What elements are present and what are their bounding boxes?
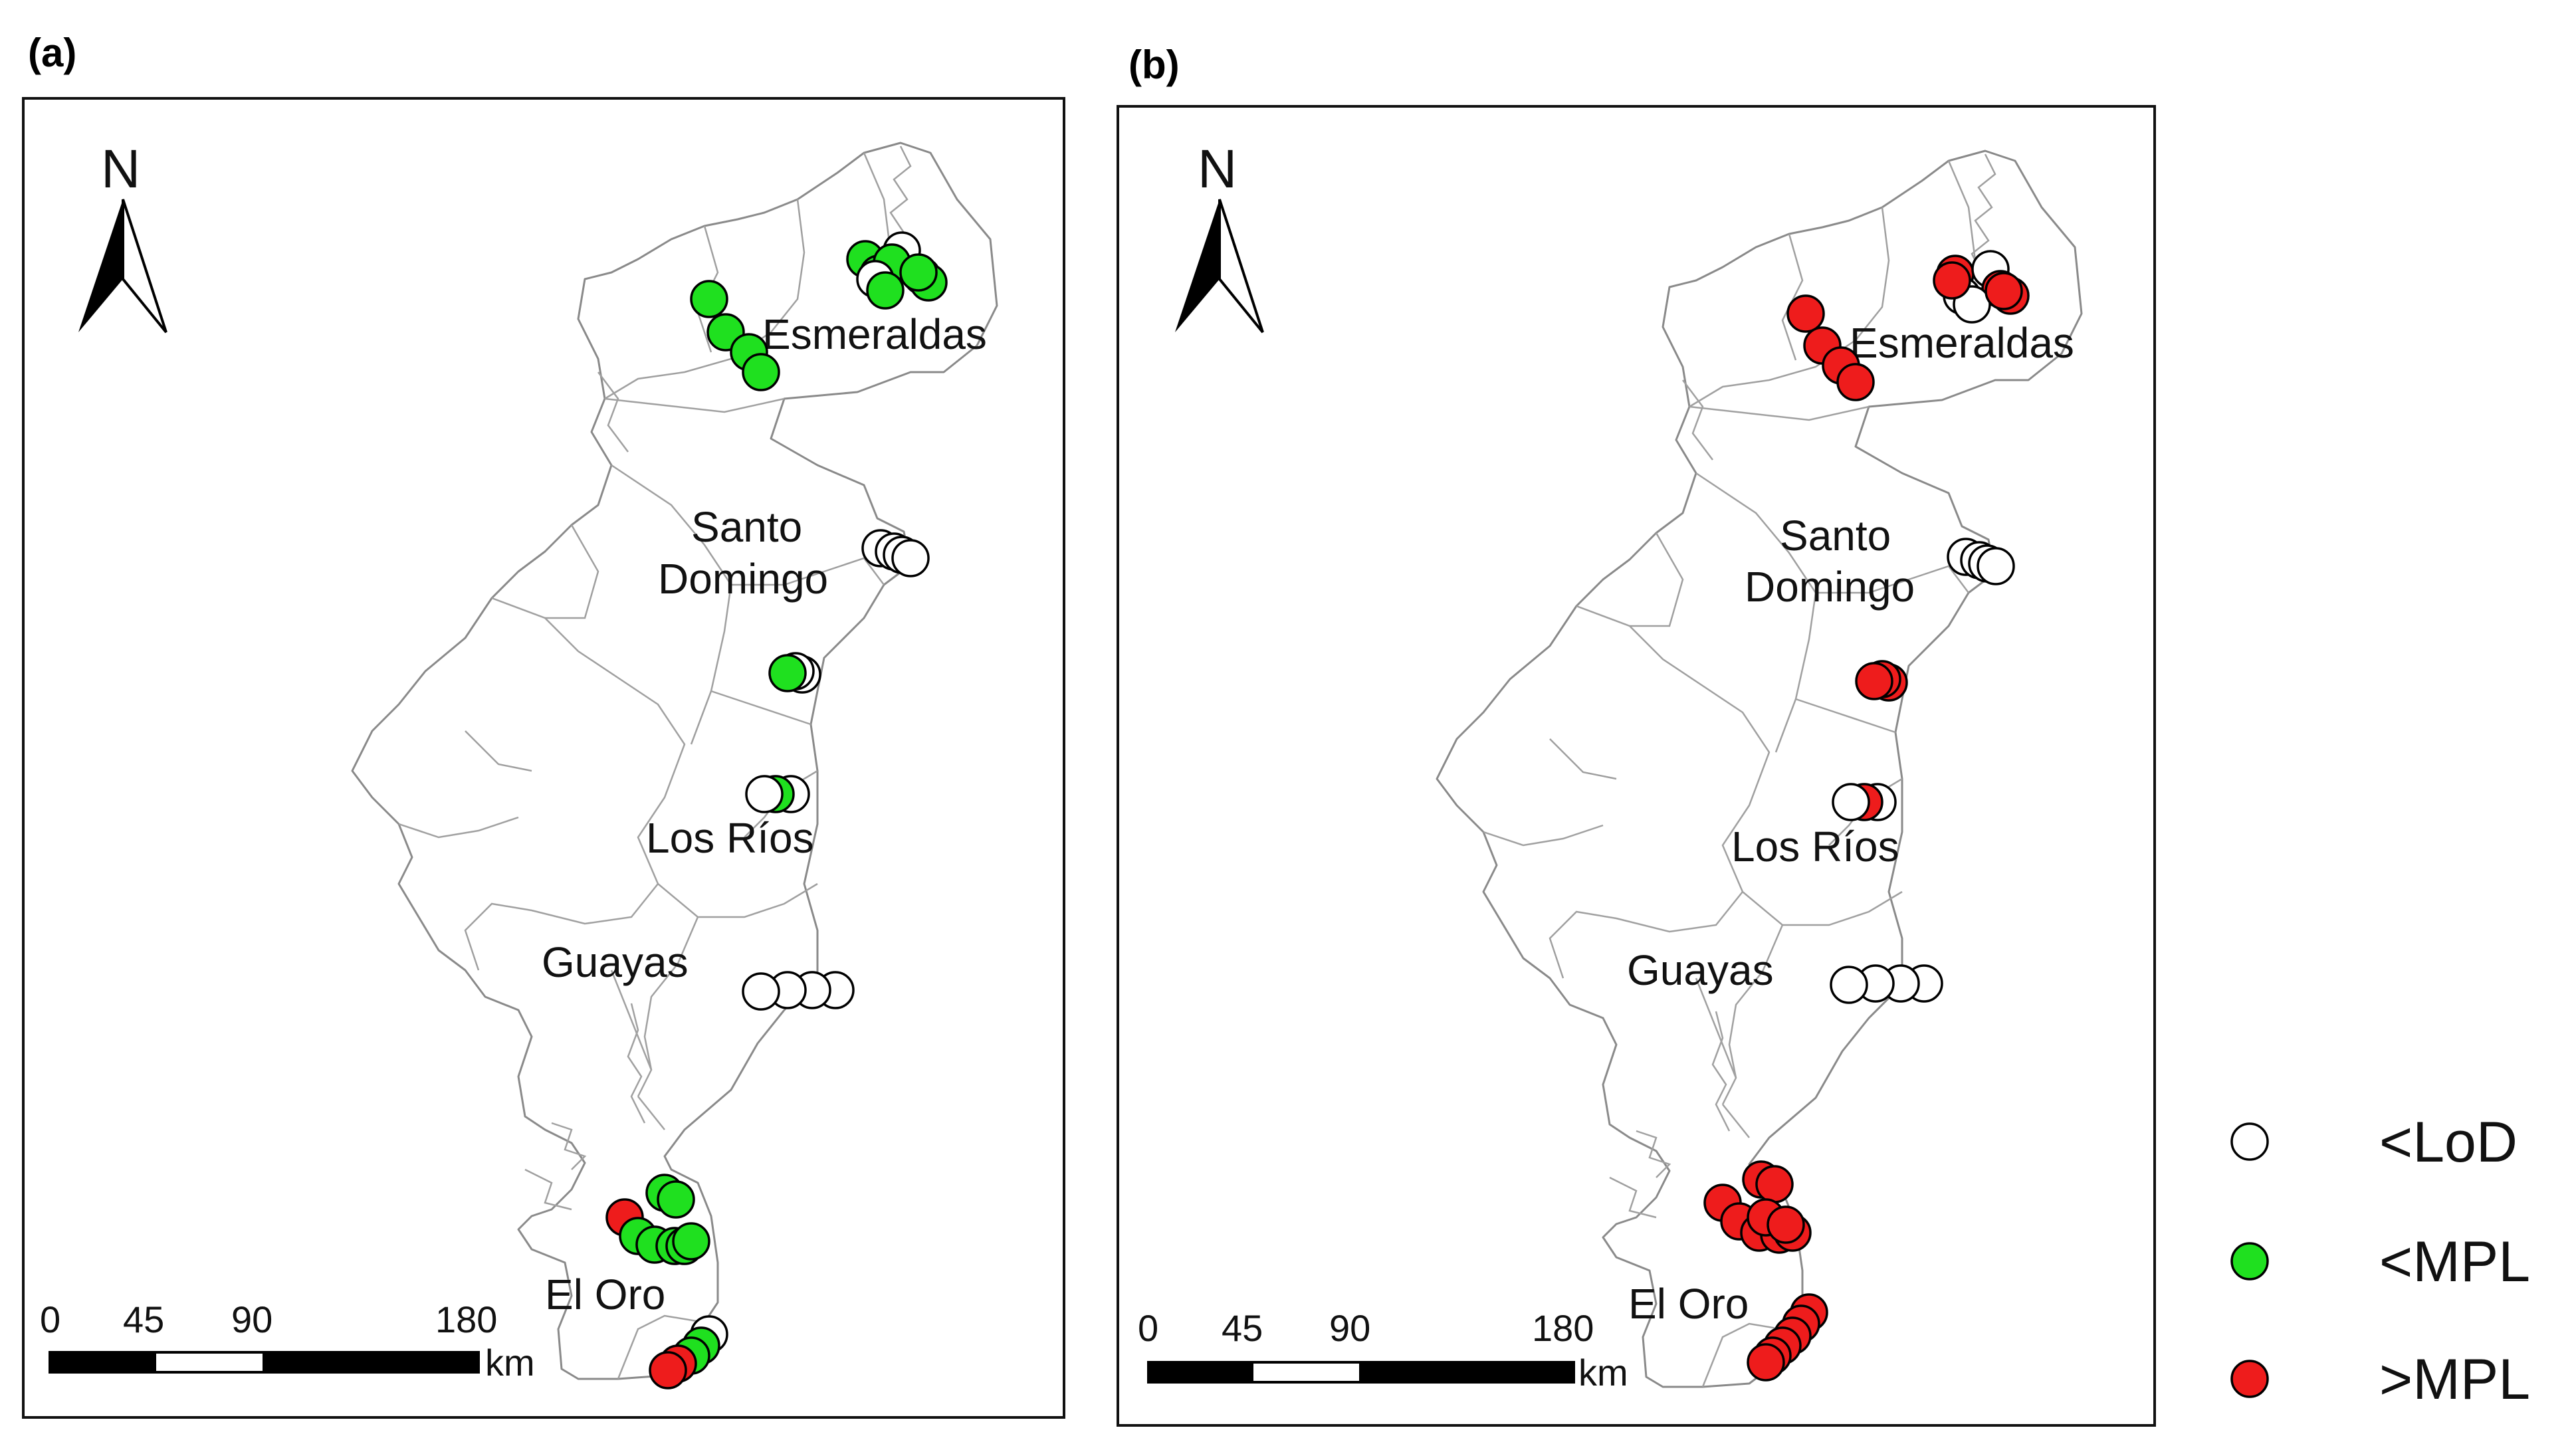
site-group-santo-domingo (861, 529, 930, 577)
place-label-esmeraldas: Esmeraldas (1850, 319, 2074, 367)
panel-a-frame (22, 97, 1065, 1419)
scale-tick-label: 0 (1138, 1307, 1158, 1349)
place-label-esmeraldas: Esmeraldas (762, 310, 987, 358)
sample-marker (690, 280, 728, 318)
panel-b-north-label: N (1198, 139, 1237, 199)
legend-swatch-lod (2230, 1122, 2269, 1161)
sample-marker (1855, 662, 1893, 700)
legend-label-below-mpl: <MPL (2379, 1230, 2530, 1294)
panel-b-north-arrow-right-half (1218, 199, 1264, 334)
sample-marker (1830, 966, 1868, 1004)
site-group-santo-domingo (1947, 538, 2015, 585)
sample-marker (1755, 1165, 1794, 1203)
panel-a-north-arrow-left-half (78, 199, 123, 332)
scale-tick-label: 180 (435, 1298, 497, 1340)
site-group-el-oro-south (1747, 1293, 1828, 1382)
legend-swatch-above-mpl (2230, 1360, 2269, 1398)
scale-tick-label: 180 (1532, 1307, 1594, 1349)
site-group-guayas (1830, 964, 1943, 1004)
panel-a-north-arrow: N (78, 139, 167, 334)
sample-marker (742, 972, 780, 1011)
sample-marker (1786, 294, 1825, 333)
sample-marker (899, 253, 938, 292)
place-label-guayas: Guayas (542, 938, 689, 986)
place-label-santo: Santo (691, 503, 802, 551)
site-group-esmeraldas-west (690, 280, 780, 391)
panel-b-north-arrow-left-half (1175, 199, 1220, 332)
sample-marker (1747, 1343, 1785, 1382)
scale-bar-segment-dark (263, 1352, 479, 1372)
legend: <LoD <MPL >MPL (2230, 1110, 2530, 1411)
sample-marker (866, 271, 905, 310)
sample-marker (649, 1351, 687, 1390)
site-group-esmeraldas-west (1786, 294, 1875, 401)
place-label-los-rios: Los Ríos (646, 814, 814, 862)
site-group-santo-domingo-south (768, 652, 821, 694)
scale-tick-label: 0 (40, 1298, 60, 1340)
sample-marker (672, 1222, 710, 1261)
place-label-domingo: Domingo (658, 555, 828, 603)
place-label-santo: Santo (1780, 512, 1891, 560)
scale-tick-label: 45 (1222, 1307, 1263, 1349)
sample-marker (1933, 261, 1971, 300)
panel-a: (a) (22, 31, 1065, 1419)
site-group-esmeraldas (846, 231, 948, 310)
sample-marker (1832, 783, 1870, 821)
sample-marker (891, 539, 930, 577)
sample-marker (742, 353, 780, 391)
scale-bar-segment-dark (50, 1352, 156, 1372)
sample-marker (1836, 363, 1875, 401)
place-label-el-oro: El Oro (1628, 1280, 1749, 1328)
legend-label-lod: <LoD (2379, 1110, 2518, 1174)
site-group-los-rios (1832, 783, 1897, 821)
place-label-el-oro: El Oro (545, 1271, 665, 1318)
panel-b-frame (1117, 105, 2156, 1427)
panel-b-north-arrow: N (1175, 139, 1264, 334)
site-group-esmeraldas (1933, 250, 2030, 324)
panel-a-north-arrow-right-half (122, 199, 167, 334)
sample-marker (657, 1180, 695, 1219)
sample-marker (1977, 547, 2015, 585)
site-group-guayas (742, 971, 855, 1011)
panel-b: (b) N (1117, 43, 2156, 1427)
site-group-el-oro-north (605, 1174, 710, 1265)
panel-a-north-label: N (101, 139, 140, 199)
legend-swatch-below-mpl (2230, 1242, 2269, 1281)
sample-marker (1767, 1205, 1805, 1244)
site-group-los-rios (745, 775, 810, 813)
scale-unit: km (1578, 1352, 1628, 1393)
site-group-el-oro-north (1703, 1160, 1812, 1254)
panel-a-scale-bar: 0 45 90 180 km (40, 1298, 535, 1384)
panel-a-label: (a) (28, 31, 76, 75)
site-group-santo-domingo-south (1855, 660, 1908, 702)
scale-bar-segment-dark (1359, 1362, 1574, 1382)
site-group-el-oro-south (649, 1315, 728, 1390)
scale-tick-label: 90 (231, 1298, 272, 1340)
scale-bar-segment-dark (1148, 1362, 1253, 1382)
panel-b-sampling-markers (1703, 250, 2030, 1382)
sample-marker (1985, 272, 2023, 310)
legend-label-above-mpl: >MPL (2379, 1348, 2530, 1411)
panel-b-scale-bar: 0 45 90 180 km (1138, 1307, 1628, 1393)
sample-marker (768, 654, 807, 692)
panel-a-sampling-markers (605, 231, 948, 1390)
scale-tick-label: 45 (123, 1298, 164, 1340)
panel-b-label: (b) (1128, 43, 1180, 87)
scale-tick-label: 90 (1329, 1307, 1370, 1349)
place-label-guayas: Guayas (1627, 946, 1774, 994)
scale-unit: km (485, 1342, 535, 1384)
place-label-los-rios: Los Ríos (1731, 823, 1899, 871)
place-label-domingo: Domingo (1745, 563, 1915, 611)
sample-marker (745, 775, 784, 813)
